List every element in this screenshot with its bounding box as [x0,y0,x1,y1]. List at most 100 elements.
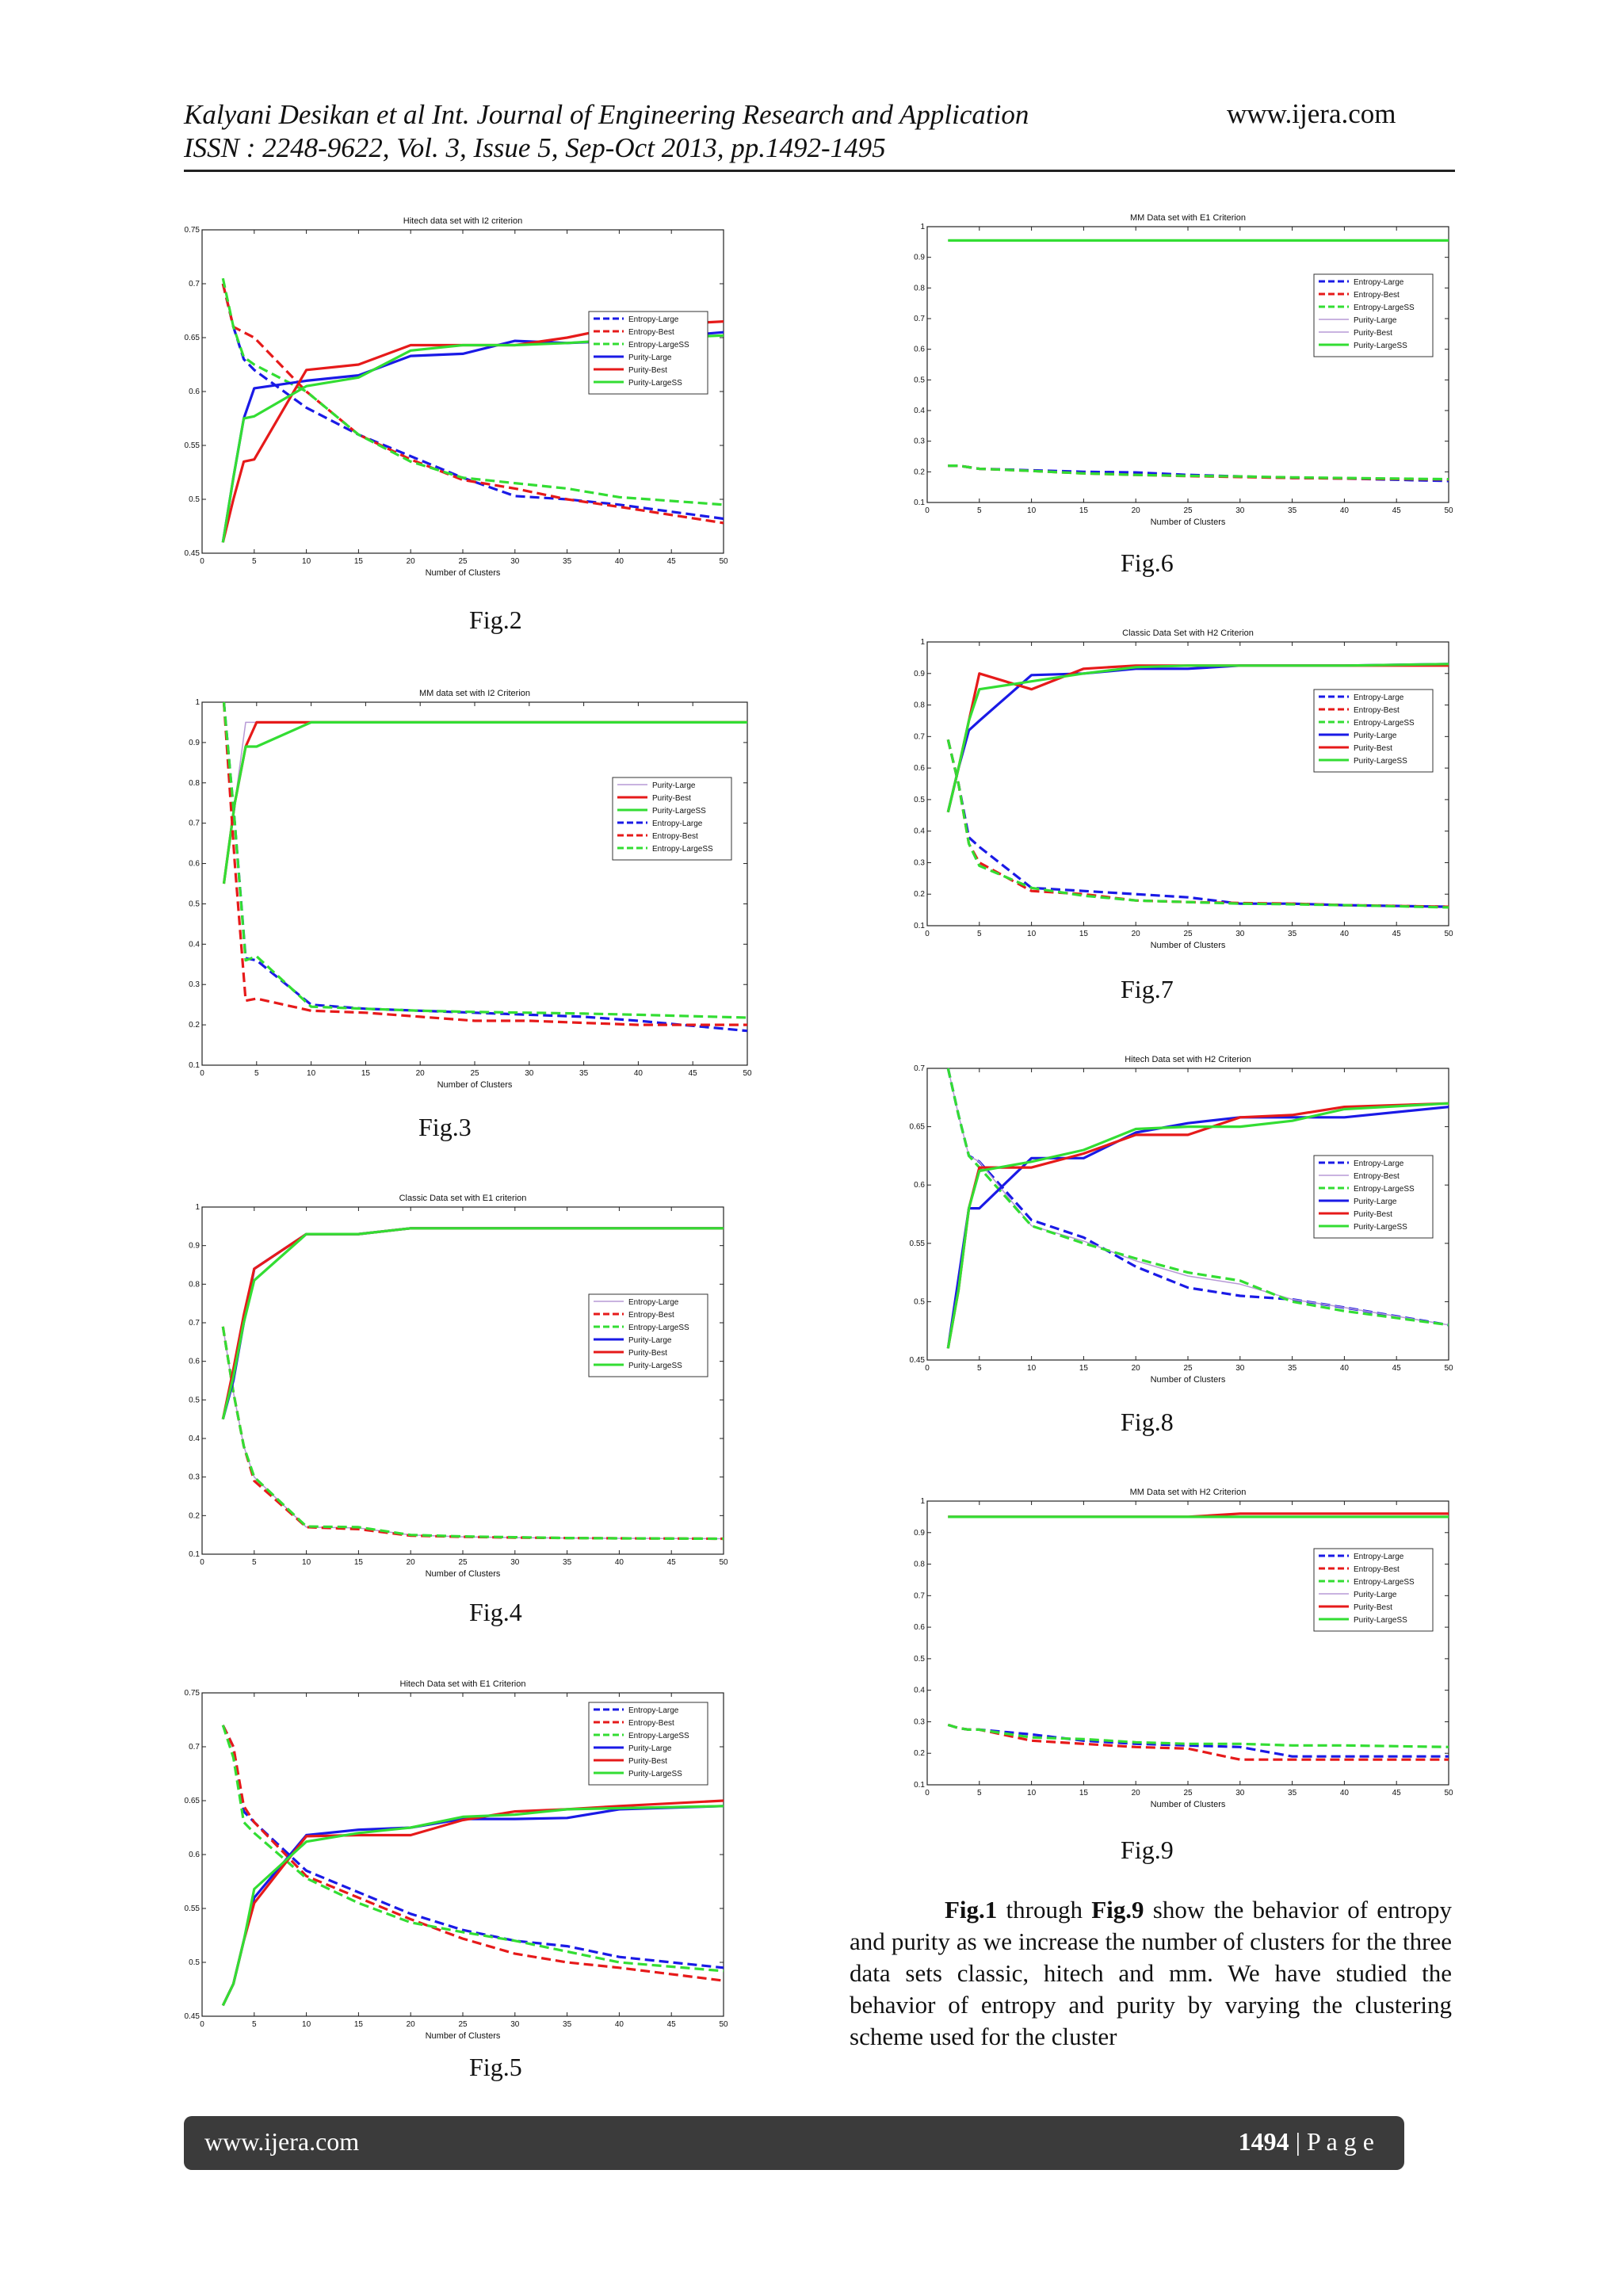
y-tick-label: 0.9 [189,739,200,747]
series-line-entropy-largess [221,1725,724,1973]
legend-label: Purity-LargeSS [628,1362,682,1370]
series-line-purity-largess [222,720,747,884]
x-axis-label: Number of Clusters [1151,1375,1226,1385]
x-tick-label: 0 [200,557,204,566]
x-tick-label: 25 [1183,506,1193,515]
legend-box [588,1702,708,1786]
y-tick-label: 0.4 [189,1435,200,1443]
x-tick-label: 25 [1183,1789,1193,1797]
x-tick-label: 20 [1132,1789,1141,1797]
legend-label: Entropy-Best [652,832,698,841]
y-tick-label: 0.7 [914,1591,925,1600]
figure-7-caption: Fig.7 [1121,975,1174,1003]
y-tick-label: 0.8 [189,1280,200,1289]
legend-label: Entropy-Best [1354,1565,1400,1574]
journal-header-line2: ISSN : 2248-9622, Vol. 3, Issue 5, Sep-O… [184,132,886,163]
x-tick-label: 5 [977,1364,982,1373]
x-tick-label: 20 [416,1069,426,1078]
figure-6-chart: MM Data set with E1 Criterion 0 5 10 15 20 25 3… [903,204,1458,537]
x-tick-label: 40 [1340,1789,1350,1797]
figure-9-caption: Fig.9 [1121,1836,1174,1864]
y-tick-label: 0.8 [189,779,200,788]
figure-3-chart: MM data set with I2 Criterion 0 5 10 15 20 25 3… [178,680,757,1100]
legend-label: Purity-Best [1354,329,1392,338]
x-tick-label: 15 [1079,1789,1089,1797]
y-tick-label: 0.7 [914,1064,925,1073]
y-tick-label: 0.75 [185,226,200,235]
y-tick-label: 0.4 [189,940,200,949]
y-tick-label: 0.8 [914,1561,925,1569]
x-tick-label: 35 [1288,1789,1297,1797]
y-tick-label: 0.6 [189,860,200,869]
legend-label: Entropy-LargeSS [628,1732,689,1740]
chart-title: MM Data set with E1 Criterion [1130,213,1246,223]
x-tick-label: 45 [667,557,677,566]
x-tick-label: 35 [1288,1364,1297,1373]
journal-site-link[interactable]: www.ijera.com [1227,98,1396,129]
x-tick-label: 30 [1235,506,1245,515]
x-tick-label: 50 [743,1069,752,1078]
x-tick-label: 40 [1340,930,1350,938]
figure-5-caption: Fig.5 [469,2053,522,2081]
y-tick-label: 0.9 [914,670,925,678]
x-tick-label: 5 [252,557,257,566]
x-tick-label: 40 [615,2020,624,2029]
legend-label: Purity-Large [628,1744,672,1753]
x-axis-label: Number of Clusters [426,1569,501,1579]
x-axis-label: Number of Clusters [1151,1800,1226,1809]
legend-label: Entropy-Best [1354,706,1400,715]
footer-site-link[interactable]: www.ijera.com [204,2127,360,2156]
y-tick-label: 0.5 [189,900,200,908]
x-tick-label: 35 [563,2020,572,2029]
x-tick-label: 50 [1444,1789,1453,1797]
legend-label: Entropy-Best [1354,291,1400,300]
through-text: through [997,1896,1092,1924]
x-tick-label: 15 [361,1069,371,1078]
y-tick-label: 0.6 [189,1851,200,1859]
series-line-entropy-largess [948,464,1449,481]
y-tick-label: 0.7 [189,1743,200,1752]
y-tick-label: 0.55 [185,1904,200,1913]
legend-label: Entropy-Large [1354,1159,1404,1168]
series-line-entropy-largess [221,1326,724,1541]
figure-6-caption: Fig.6 [1121,548,1174,577]
x-tick-label: 50 [719,1558,728,1567]
y-tick-label: 0.1 [189,1061,200,1070]
y-tick-label: 0.6 [914,346,925,354]
legend-label: Entropy-Best [628,1311,674,1320]
x-tick-label: 40 [615,557,624,566]
legend-box [588,311,708,395]
legend-box [1313,273,1434,357]
y-tick-label: 0.8 [914,284,925,292]
y-tick-label: 0.2 [189,1021,200,1030]
x-tick-label: 10 [1027,1364,1037,1373]
x-tick-label: 30 [1235,930,1245,938]
series-line-purity-best [221,320,724,543]
x-tick-label: 10 [307,1069,316,1078]
x-tick-label: 35 [563,1558,572,1567]
y-tick-label: 1 [195,698,200,707]
y-tick-label: 1 [920,223,925,231]
legend-label: Purity-Best [628,366,667,375]
y-tick-label: 0.1 [189,1550,200,1559]
series-line-entropy-best [221,1326,724,1541]
y-tick-label: 0.7 [189,1319,200,1328]
legend-box [612,777,732,861]
x-tick-label: 0 [200,2020,204,2029]
legend-label: Purity-LargeSS [628,1770,682,1778]
series-line-entropy-largess [946,739,1449,909]
journal-header-line1: Kalyani Desikan et al Int. Journal of En… [184,99,1029,130]
x-tick-label: 15 [1079,506,1089,515]
x-tick-label: 25 [470,1069,479,1078]
legend-label: Entropy-Large [1354,278,1404,287]
x-tick-label: 30 [525,1069,534,1078]
header-rule [184,170,1455,172]
figure-3-caption: Fig.3 [418,1113,472,1141]
x-tick-label: 30 [1235,1364,1245,1373]
chart-title: Hitech data set with I2 criterion [403,216,522,226]
y-tick-label: 0.3 [189,1473,200,1482]
chart-title: Hitech Data set with E1 Criterion [400,1679,526,1689]
x-tick-label: 45 [689,1069,698,1078]
x-tick-label: 0 [925,506,930,515]
y-tick-label: 1 [195,1203,200,1212]
